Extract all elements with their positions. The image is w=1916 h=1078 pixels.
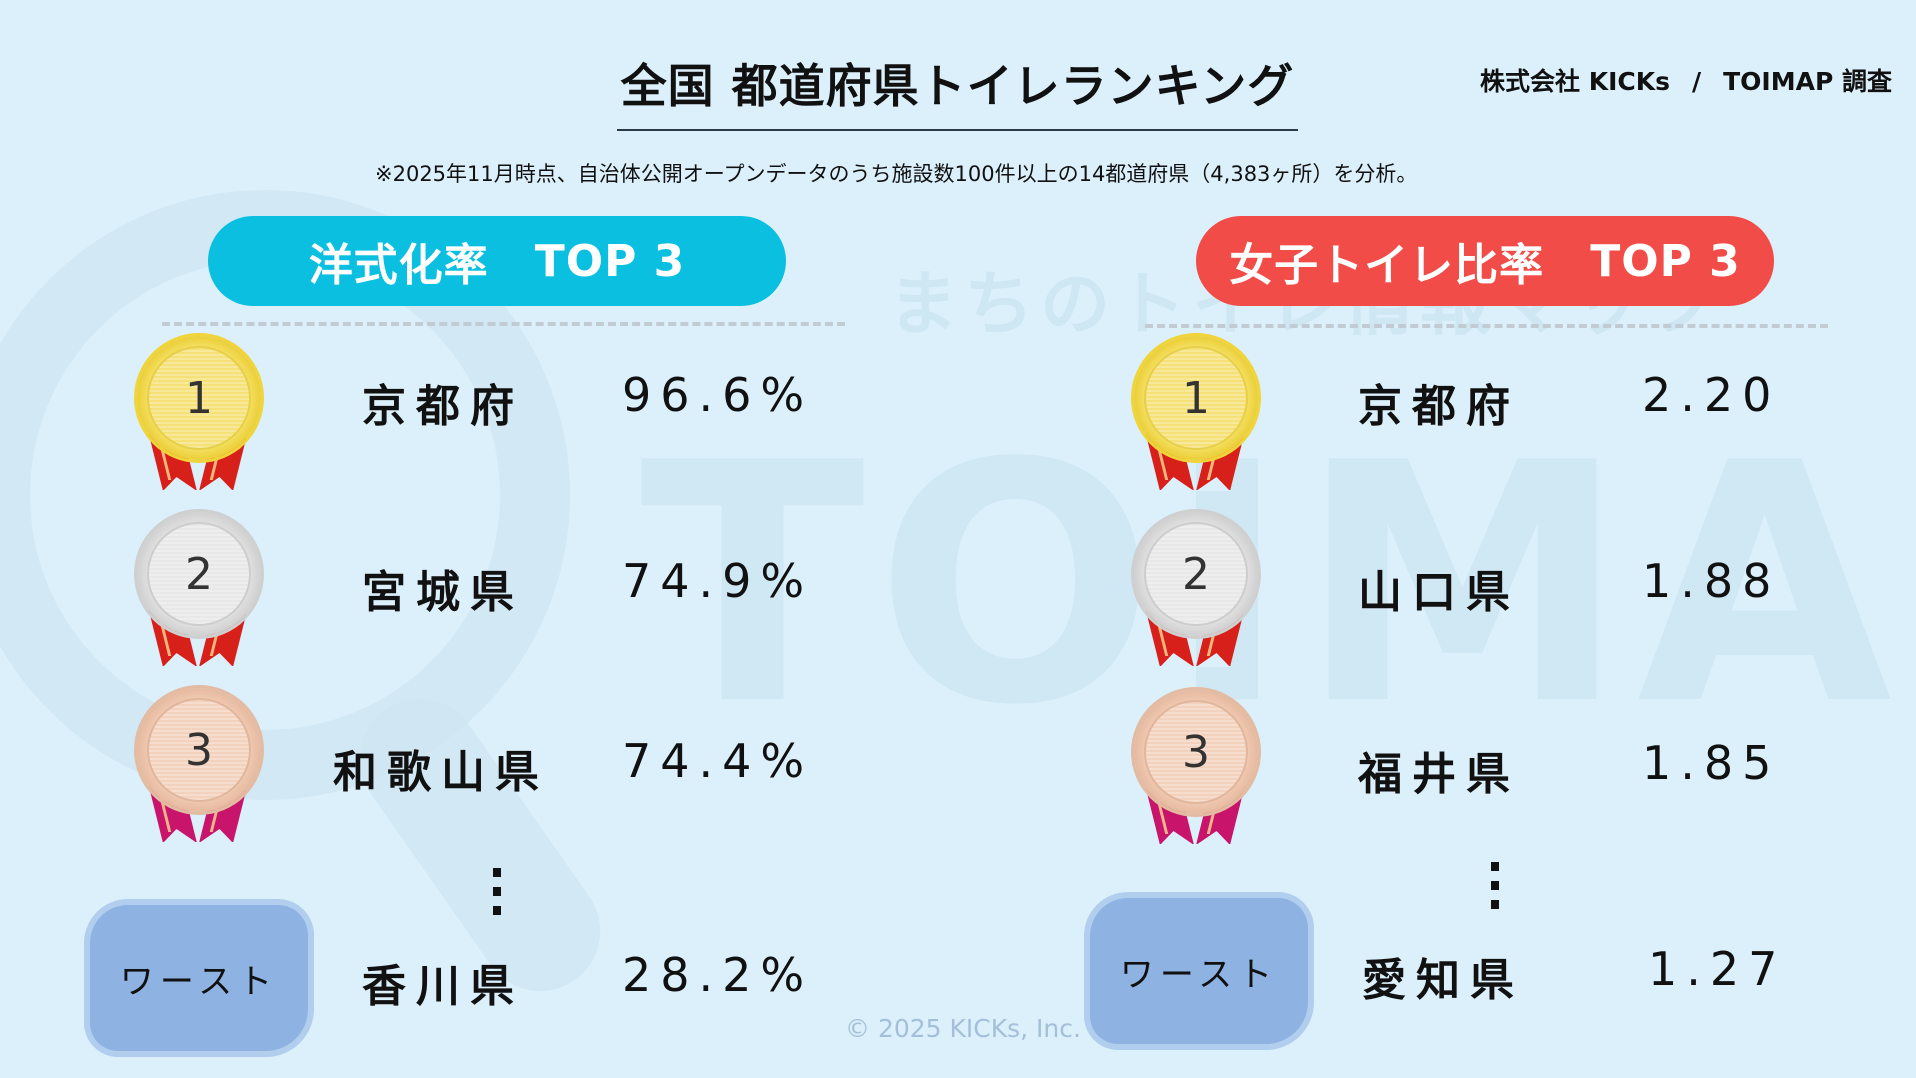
bronze-medal-icon: 3: [137, 688, 261, 848]
left-ellipsis-icon: [493, 868, 501, 925]
credit-source: TOIMAP 調査: [1723, 67, 1892, 96]
right-divider: [1145, 324, 1828, 328]
page-title: 全国 都道府県トイレランキング: [620, 59, 1295, 113]
credit-company: 株式会社 KICKs: [1480, 67, 1670, 96]
female-toilet-ratio-heading: 女子トイレ比率 TOP 3: [1196, 216, 1774, 306]
left-divider: [162, 322, 845, 326]
heading-label: 洋式化率: [308, 240, 489, 291]
left-rank3-value: 74.4%: [622, 734, 814, 788]
right-rank2-prefecture: 山口県: [1358, 567, 1520, 618]
left-worst-value: 28.2%: [622, 948, 814, 1002]
worst-label: ワースト: [1119, 954, 1279, 995]
credit-line: 株式会社 KICKs / TOIMAP 調査: [1480, 62, 1892, 98]
rank-number: 3: [1144, 700, 1248, 804]
left-rank2-prefecture: 宮城県: [362, 567, 524, 618]
right-worst-badge: ワースト: [1090, 898, 1308, 1044]
left-rank2-value: 74.9%: [622, 554, 814, 608]
left-worst-prefecture: 香川県: [362, 961, 524, 1012]
right-rank3-value: 1.85: [1642, 736, 1781, 790]
gold-medal-icon: 1: [1134, 336, 1258, 496]
left-worst-badge: ワースト: [90, 905, 308, 1051]
right-worst-prefecture: 愛知県: [1362, 955, 1524, 1006]
right-rank1-value: 2.20: [1642, 368, 1781, 422]
rank-number: 2: [147, 522, 251, 626]
worst-label: ワースト: [119, 961, 279, 1002]
left-rank1-prefecture: 京都府: [362, 381, 524, 432]
left-rank1-value: 96.6%: [622, 368, 814, 422]
right-rank1-prefecture: 京都府: [1358, 381, 1520, 432]
heading-suffix: TOP 3: [534, 235, 686, 287]
methodology-note: ※2025年11月時点、自治体公開オープンデータのうち施設数100件以上の14都…: [375, 162, 1418, 186]
western-toilet-rate-heading: 洋式化率 TOP 3: [208, 216, 786, 306]
bronze-medal-icon: 3: [1134, 690, 1258, 850]
right-rank3-prefecture: 福井県: [1358, 749, 1520, 800]
rank-number: 2: [1144, 522, 1248, 626]
credit-separator: /: [1691, 67, 1702, 96]
heading-label: 女子トイレ比率: [1229, 240, 1545, 291]
right-rank2-value: 1.88: [1642, 554, 1781, 608]
rank-number: 1: [147, 346, 251, 450]
toimap-logo-watermark: TOIMAP: [640, 393, 1916, 777]
heading-suffix: TOP 3: [1590, 235, 1741, 287]
right-ellipsis-icon: [1491, 862, 1499, 919]
silver-medal-icon: 2: [137, 512, 261, 672]
rank-number: 1: [1144, 346, 1248, 450]
copyright: © 2025 KICKs, Inc.: [845, 1014, 1081, 1043]
silver-medal-icon: 2: [1134, 512, 1258, 672]
right-worst-value: 1.27: [1648, 942, 1787, 996]
left-rank3-prefecture: 和歌山県: [333, 747, 549, 798]
rank-number: 3: [147, 698, 251, 802]
gold-medal-icon: 1: [137, 336, 261, 496]
title-underline: [617, 129, 1298, 131]
